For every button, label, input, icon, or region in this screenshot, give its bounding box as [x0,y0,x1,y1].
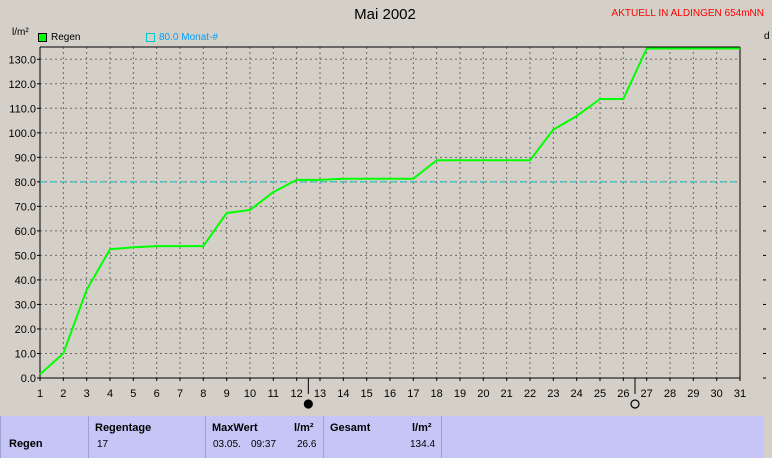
y-tick-label: 10.0 [15,348,36,360]
x-tick-label: 28 [664,388,676,400]
x-tick-label: 24 [571,388,583,400]
legend-swatch-month [146,33,155,42]
stats-table: Regen Regentage 17 MaxWert l/m² 03.05. 0… [0,414,772,458]
x-tick-label: 4 [107,388,113,400]
y-tick-label: 80.0 [15,177,36,189]
x-tick-label: 7 [177,388,183,400]
y-tick-label: 0.0 [21,373,36,385]
x-tick-label: 16 [384,388,396,400]
x-tick-label: 31 [734,388,746,400]
gesamt-unit: l/m² [412,422,432,434]
y-axis-unit: l/m² [12,27,29,38]
x-tick-label: 9 [224,388,230,400]
y-tick-label: 130.0 [8,54,36,66]
x-tick-label: 1 [37,388,43,400]
x-tick-label: 6 [154,388,160,400]
y-tick-label: 20.0 [15,324,36,336]
gesamt-value: 134.4 [410,439,436,450]
y-tick-label: 110.0 [9,103,36,115]
y-tick-label: 30.0 [15,299,36,311]
x-tick-label: 14 [337,388,349,400]
x-tick-label: 19 [454,388,466,400]
y-tick-label: 100.0 [8,128,36,140]
x-tick-label: 13 [314,388,326,400]
legend-item-rain: Regen [38,32,80,43]
marker-filled-circle [303,399,313,409]
x-tick-label: 5 [130,388,136,400]
x-tick-label: 2 [60,388,66,400]
maxwert-unit: l/m² [294,422,314,434]
legend-label-rain: Regen [51,32,81,43]
stats-row-label-cell: Regen [0,416,88,458]
x-tick-label: 23 [547,388,559,400]
stats-empty-cell [441,416,764,458]
legend-item-month: 80.0 Monat-# [146,32,218,43]
x-tick-label: 21 [501,388,513,400]
series-line-rain [39,47,740,376]
rain-chart: 0.0 10.0 20.0 30.0 40.0 50.0 60.0 70.0 80.0 90.0 1… [8,46,766,409]
maxwert-label: MaxWert [212,422,258,434]
x-tick-label: 26 [617,388,629,400]
x-tick-label: 15 [361,388,373,400]
x-tick-label: 17 [407,388,419,400]
x-tick-label: 10 [244,388,256,400]
regentage-label: Regentage [95,422,152,434]
maxwert-cell: MaxWert l/m² 03.05. 09:37 26.6 [205,416,323,458]
maxwert-date: 03.05. [213,439,241,450]
regentage-value: 17 [97,439,109,450]
x-tick-label: 20 [477,388,489,400]
y-tick-label: 50.0 [15,250,36,262]
x-tick-label: 12 [291,388,303,400]
x-tick-label: 3 [84,388,90,400]
right-axis-unit: d [764,31,770,42]
gesamt-label: Gesamt [330,422,371,434]
y-tick-label: 40.0 [15,275,36,287]
x-tick-label: 25 [594,388,606,400]
legend-swatch-rain [38,33,47,42]
y-tick-label: 60.0 [15,226,36,238]
legend-label-month: 80.0 Monat-# [159,32,218,43]
x-tick-label: 11 [268,388,279,400]
x-tick-label: 8 [200,388,206,400]
chart-title: Mai 2002 [354,6,416,23]
x-tick-label: 18 [431,388,443,400]
maxwert-time: 09:37 [251,439,277,450]
x-tick-label: 29 [687,388,699,400]
x-tick-label: 22 [524,388,536,400]
x-tick-label: 30 [711,388,723,400]
gesamt-cell: Gesamt l/m² 134.4 [323,416,441,458]
station-label: AKTUELL IN ALDINGEN 654mNN [611,8,764,19]
x-tick-label: 27 [641,388,653,400]
maxwert-value: 26.6 [297,439,317,450]
y-tick-label: 70.0 [15,201,36,213]
stats-row-label: Regen [9,438,43,450]
marker-open-circle [630,399,640,409]
y-tick-label: 120.0 [8,79,36,91]
y-tick-label: 90.0 [15,152,36,164]
regentage-cell: Regentage 17 [88,416,205,458]
